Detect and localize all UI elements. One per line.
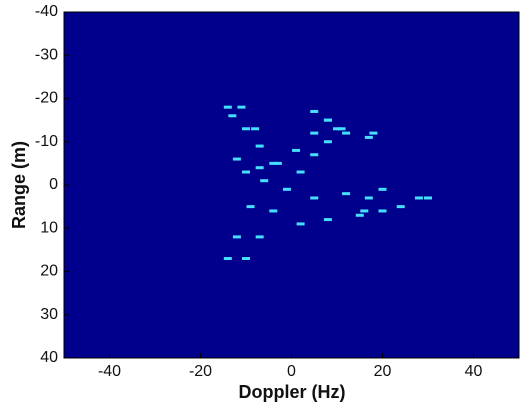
- scatter-point: [310, 109, 319, 113]
- scatter-point: [228, 114, 237, 118]
- scatter-point: [364, 135, 373, 139]
- scatter-point: [355, 213, 364, 217]
- y-tick-label: 0: [49, 176, 58, 193]
- y-axis-label: Range (m): [9, 141, 29, 229]
- y-tick-label: 40: [40, 349, 58, 366]
- x-axis-label: Doppler (Hz): [239, 382, 346, 402]
- scatter-point: [337, 127, 346, 131]
- scatter-point: [378, 187, 387, 191]
- scatter-point: [296, 222, 305, 226]
- scatter-point: [292, 148, 301, 152]
- y-tick-label: -40: [35, 3, 58, 20]
- scatter-point: [242, 127, 250, 131]
- y-tick-label: 20: [40, 263, 58, 280]
- scatter-point: [310, 153, 319, 157]
- scatter-point: [269, 209, 278, 213]
- scatter-point: [296, 170, 305, 174]
- scatter-point: [232, 157, 241, 161]
- scatter-point: [260, 179, 269, 183]
- scatter-point: [237, 105, 246, 109]
- scatter-point: [424, 196, 432, 200]
- scatter-point: [342, 192, 351, 196]
- scatter-point: [282, 187, 291, 191]
- scatter-point: [255, 144, 264, 148]
- x-tick-label: -40: [98, 363, 121, 380]
- scatter-point: [269, 161, 278, 165]
- x-tick-label: 20: [374, 363, 392, 380]
- scatter-point: [246, 205, 255, 209]
- y-tick-label: 10: [40, 219, 58, 236]
- scatter-point: [342, 131, 351, 135]
- scatter-point: [223, 105, 232, 109]
- y-tick-label: -30: [35, 46, 58, 63]
- scatter-point: [369, 131, 378, 135]
- x-tick-label: -20: [189, 363, 212, 380]
- scatter-point: [323, 218, 332, 222]
- y-tick-label: -10: [35, 133, 58, 150]
- scatter-point: [255, 166, 264, 170]
- scatter-point: [360, 209, 369, 213]
- scatter-point: [323, 140, 332, 144]
- scatter-point: [223, 257, 232, 261]
- y-tick-label: 30: [40, 306, 58, 323]
- scatter-point: [273, 161, 282, 165]
- scatter-point: [396, 205, 405, 209]
- scatter-point: [251, 127, 260, 131]
- x-tick-label: 40: [465, 363, 483, 380]
- scatter-point: [333, 127, 341, 131]
- scatter-point: [364, 196, 373, 200]
- scatter-point: [414, 196, 423, 200]
- scatter-point: [242, 257, 250, 261]
- scatter-point: [378, 209, 387, 213]
- y-tick-label: -20: [35, 90, 58, 107]
- scatter-point: [232, 235, 241, 239]
- plot-background: [63, 11, 520, 359]
- scatter-point: [310, 131, 319, 135]
- scatter-point: [242, 170, 250, 174]
- scatter-point: [310, 196, 319, 200]
- scatter-point: [323, 118, 332, 122]
- scatter-point: [255, 235, 264, 239]
- x-tick-label: 0: [287, 363, 296, 380]
